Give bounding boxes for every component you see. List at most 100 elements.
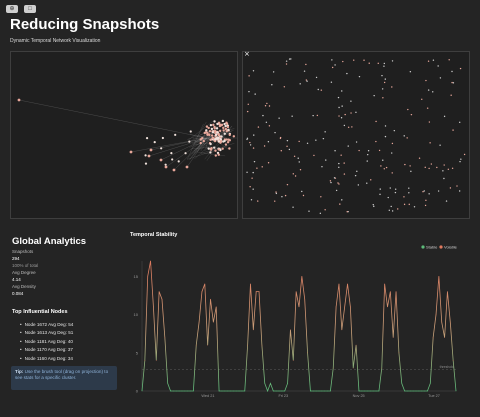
data-point: [355, 344, 357, 346]
graph-node: [223, 132, 226, 135]
data-point: [235, 390, 237, 392]
projection-point: [302, 194, 305, 197]
data-point: [381, 367, 383, 369]
projection-point: [337, 96, 340, 99]
data-point: [224, 390, 226, 392]
data-point: [298, 306, 300, 308]
analytics-title: Global Analytics: [12, 236, 87, 247]
graph-edge: [193, 132, 208, 144]
graph-edge: [186, 137, 208, 168]
crosshair-button[interactable]: ⊕: [6, 5, 18, 13]
data-point: [372, 390, 374, 392]
select-button[interactable]: □: [24, 5, 36, 13]
network-graph-panel[interactable]: [10, 51, 238, 219]
graph-node: [214, 138, 217, 141]
projection-point: [305, 79, 308, 81]
data-point: [361, 390, 363, 392]
projection-panel[interactable]: [242, 51, 470, 219]
data-point: [204, 283, 206, 285]
projection-point: [247, 103, 249, 105]
projection-point: [372, 203, 374, 206]
data-point: [150, 260, 151, 262]
projection-point: [432, 59, 435, 61]
x-tick-label: Tue 27: [428, 394, 440, 398]
projection-point: [284, 194, 287, 197]
data-point: [427, 390, 428, 392]
projection-point: [381, 88, 384, 90]
projection-point: [286, 145, 288, 147]
data-point: [324, 390, 326, 392]
graph-edge: [18, 99, 208, 139]
projection-point: [424, 204, 427, 207]
projection-point: [272, 71, 275, 73]
projection-point: [334, 150, 336, 152]
data-point: [141, 390, 143, 392]
data-point: [449, 321, 451, 323]
projection-point: [355, 111, 357, 114]
graph-node: [207, 147, 210, 150]
data-point: [370, 390, 371, 392]
graph-node: [214, 133, 218, 137]
list-item: Node 1160 Avg Deg: 34: [20, 355, 73, 363]
graph-node: [161, 136, 164, 140]
projection-point: [248, 90, 250, 93]
projection-point: [458, 190, 461, 192]
graph-node: [214, 154, 217, 157]
data-point: [201, 291, 203, 292]
graph-node: [213, 129, 217, 133]
projection-point: [450, 94, 452, 96]
projection-point: [264, 105, 267, 107]
projection-point: [413, 206, 416, 208]
projection-point: [286, 183, 289, 186]
projection-point: [430, 163, 433, 165]
data-point: [307, 352, 308, 354]
projection-point: [305, 63, 307, 66]
data-point: [421, 390, 423, 392]
data-point: [170, 390, 171, 392]
data-point: [295, 291, 297, 292]
projection-scatter[interactable]: [243, 52, 469, 218]
graph-node: [164, 165, 168, 169]
graph-node: [219, 141, 222, 144]
network-graph[interactable]: [11, 52, 237, 218]
data-point: [247, 344, 248, 346]
data-point: [378, 390, 380, 392]
graph-node: [216, 131, 219, 134]
projection-point: [306, 142, 309, 144]
graph-node: [210, 127, 214, 131]
page-subtitle: Dynamic Temporal Network Visualization: [10, 38, 101, 44]
projection-point: [423, 190, 425, 192]
projection-point: [463, 153, 466, 156]
close-icon[interactable]: ×: [244, 50, 250, 58]
projection-point: [297, 157, 299, 159]
data-point: [290, 329, 291, 331]
snapshots-label: Snapshots: [12, 249, 34, 254]
graph-node: [189, 130, 192, 133]
graph-node: [217, 133, 220, 136]
projection-point: [285, 63, 288, 65]
legend-label: Stable: [426, 245, 438, 250]
data-point: [341, 329, 343, 331]
projection-point: [342, 60, 344, 63]
projection-point: [290, 58, 292, 60]
data-point: [358, 390, 360, 392]
projection-point: [432, 91, 434, 93]
graph-node: [216, 122, 219, 126]
projection-point: [366, 182, 368, 184]
projection-point: [422, 191, 424, 193]
projection-point: [319, 212, 322, 215]
graph-node: [227, 138, 230, 141]
projection-point: [397, 208, 399, 210]
projection-point: [291, 115, 293, 117]
graph-edge: [189, 141, 203, 160]
temporal-stability-chart[interactable]: Stable Volatile 0 5 10 15 Wed 21 Fri 23 Nov 25 Tu…: [128, 241, 466, 401]
projection-point: [286, 139, 289, 142]
graph-node: [160, 147, 163, 150]
projection-point: [253, 160, 256, 163]
projection-point: [331, 66, 334, 69]
series-line: [141, 260, 457, 393]
data-point: [424, 390, 425, 392]
graph-node: [221, 119, 225, 123]
graph-node: [144, 154, 147, 157]
graph-node: [209, 138, 212, 142]
